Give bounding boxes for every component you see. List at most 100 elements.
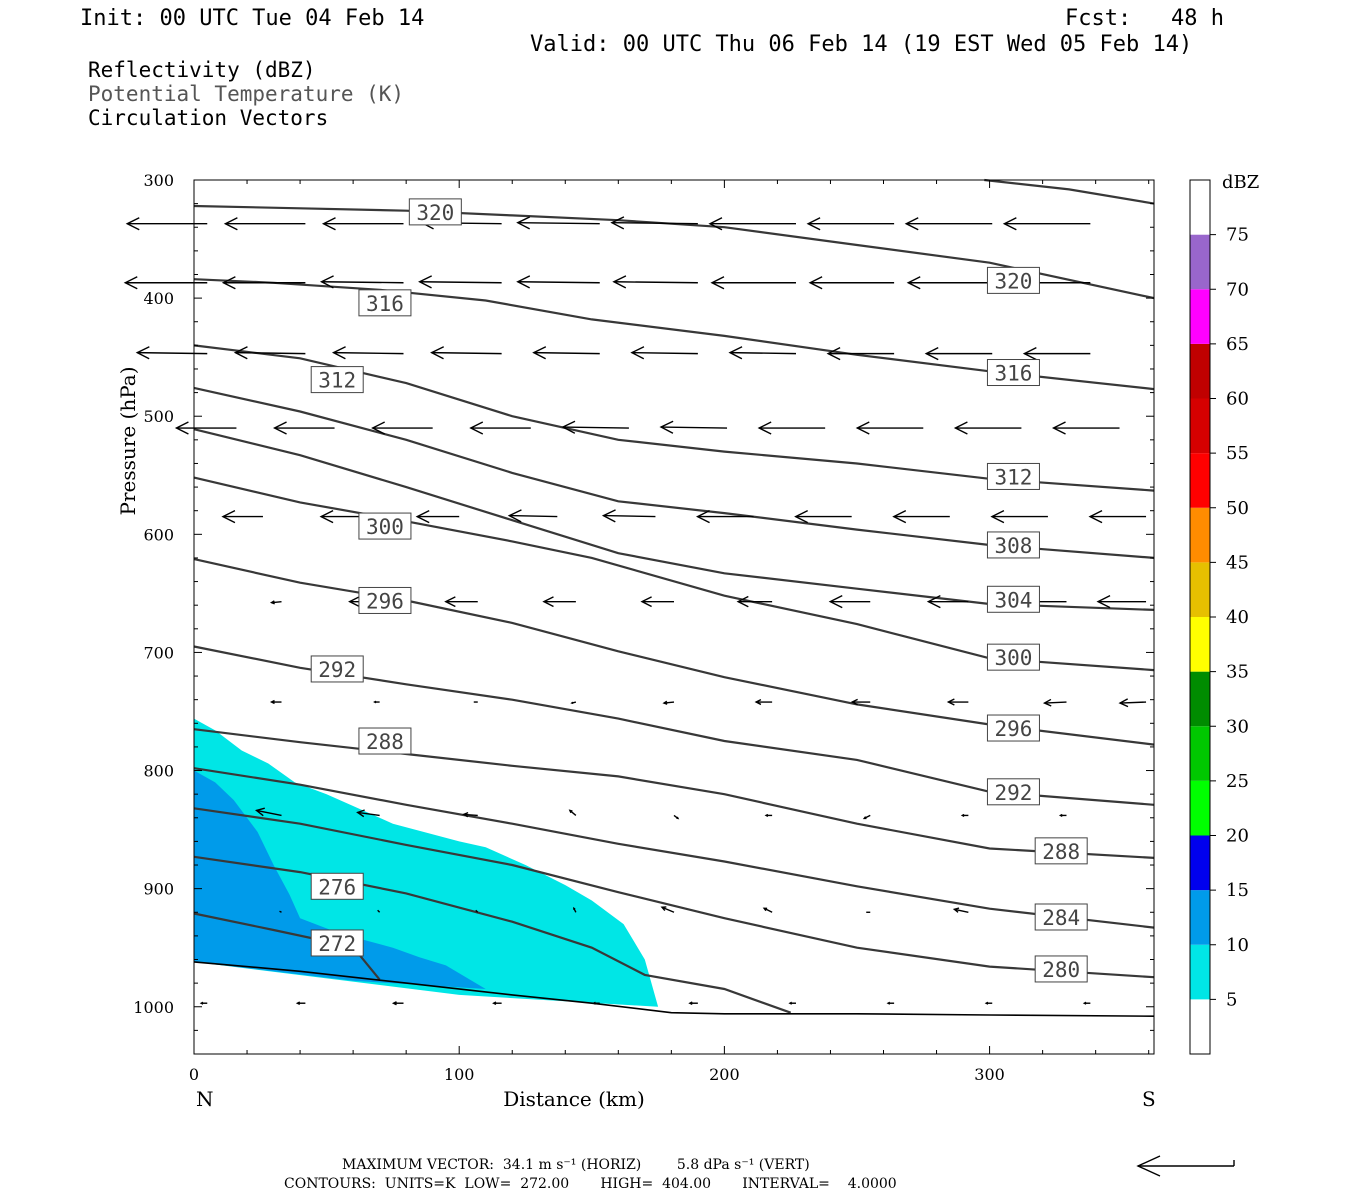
circulation-vector xyxy=(728,346,796,360)
colorbar-segment xyxy=(1190,835,1210,891)
circulation-vector xyxy=(757,421,826,435)
vector-head xyxy=(984,1001,989,1005)
vector-head xyxy=(828,595,843,609)
vector-head xyxy=(319,275,334,289)
circulation-vector xyxy=(475,909,479,913)
theta-contour-280 xyxy=(193,807,1155,979)
vector-head xyxy=(507,509,522,523)
vector-head xyxy=(924,346,939,361)
vector-head xyxy=(659,420,674,434)
circulation-vector xyxy=(788,1001,796,1005)
vector-head xyxy=(892,509,907,524)
vector-head xyxy=(221,276,236,290)
vector-head xyxy=(469,421,484,435)
circulation-vector xyxy=(710,276,796,290)
theta-contour-316 xyxy=(193,278,1155,391)
init-time: Init: 00 UTC Tue 04 Feb 14 xyxy=(80,6,425,31)
circulation-vector xyxy=(610,216,698,230)
vector-head xyxy=(373,700,377,704)
vector-shaft xyxy=(661,906,675,913)
vector-head xyxy=(573,906,576,910)
circulation-vector xyxy=(892,509,950,524)
circulation-vector xyxy=(862,814,871,820)
circulation-vectors xyxy=(123,216,1147,1006)
vector-head xyxy=(808,276,823,290)
vector-shaft xyxy=(562,426,629,429)
colorbar-segment xyxy=(1190,398,1210,454)
field-theta-label: Potential Temperature (K) xyxy=(88,82,405,106)
y-tick-label: 400 xyxy=(143,289,174,308)
circulation-vector xyxy=(321,217,404,231)
vector-shaft xyxy=(419,281,502,284)
circulation-vector xyxy=(377,909,381,913)
circulation-vector xyxy=(904,217,993,231)
vector-shaft xyxy=(663,701,675,704)
reference-vector xyxy=(1136,1155,1235,1177)
circulation-vector xyxy=(492,1001,502,1006)
circulation-vector xyxy=(561,420,629,434)
circulation-vector xyxy=(1002,217,1091,231)
colorbar-tick-label: 15 xyxy=(1226,880,1249,901)
vector-head xyxy=(1002,217,1017,231)
colorbar: 5 10 15 20 25 30 35 40 45 50 55 60 65 70 75 dBZ xyxy=(1189,172,1259,1055)
vector-head xyxy=(123,276,138,290)
vector-head xyxy=(630,346,645,360)
circulation-vector xyxy=(1022,346,1091,361)
contour-label: 308 xyxy=(994,534,1032,558)
vector-head xyxy=(570,701,574,705)
circulation-vector xyxy=(906,276,993,290)
reference-vector-head xyxy=(1136,1155,1161,1177)
circulation-vector xyxy=(754,699,773,706)
vector-shaft xyxy=(517,222,600,225)
vector-shaft xyxy=(509,514,558,518)
circulation-vector xyxy=(507,509,558,523)
contour-label-box xyxy=(986,643,1040,671)
vector-shaft xyxy=(463,813,478,817)
x-tick-label: 0 xyxy=(189,1065,199,1084)
theta-contour-288 xyxy=(193,728,1155,859)
x-tick-label: 200 xyxy=(709,1065,740,1084)
vector-head xyxy=(806,217,821,231)
field-vectors-label: Circulation Vectors xyxy=(88,106,329,130)
vector-head xyxy=(1118,698,1129,708)
circulation-vector xyxy=(695,509,754,524)
theta-contour-308 xyxy=(193,386,1155,559)
vector-head xyxy=(757,421,772,435)
vector-head xyxy=(1082,1001,1087,1005)
valid-time: Valid: 00 UTC Thu 06 Feb 14 (19 EST Wed … xyxy=(530,32,1193,57)
vector-shaft xyxy=(611,222,698,225)
circulation-vector xyxy=(1042,698,1067,707)
circulation-vector xyxy=(254,807,282,817)
contour-label: 292 xyxy=(994,781,1032,805)
circulation-vector xyxy=(708,217,796,231)
x-tick-label: 300 xyxy=(974,1065,1005,1084)
circulation-vector xyxy=(223,217,306,231)
vector-shaft xyxy=(377,909,381,913)
circulation-vector xyxy=(806,217,895,231)
colorbar-tick-label: 55 xyxy=(1226,443,1249,464)
vector-head xyxy=(660,906,667,912)
vector-head xyxy=(960,813,965,817)
circulation-vector xyxy=(279,910,282,913)
colorbar-tick-label: 20 xyxy=(1226,826,1249,847)
vector-shaft xyxy=(613,281,698,284)
vector-head xyxy=(862,816,867,820)
circulation-vector xyxy=(199,1001,208,1005)
circulation-vector xyxy=(592,1001,600,1005)
circulation-vector xyxy=(952,907,969,913)
vector-head xyxy=(233,346,248,360)
vector-head xyxy=(272,421,287,435)
contour-label: 272 xyxy=(318,932,356,956)
contour-label: 316 xyxy=(994,362,1032,386)
colorbar-segment xyxy=(1190,726,1210,781)
colorbar-tick-label: 75 xyxy=(1226,225,1249,246)
colorbar-segment xyxy=(1190,944,1210,1000)
vector-head xyxy=(221,509,236,524)
vector-shaft xyxy=(603,514,656,518)
contour-label: 288 xyxy=(366,730,404,754)
vector-shaft xyxy=(137,351,208,355)
vector-head xyxy=(762,907,768,912)
circulation-vector xyxy=(688,1001,698,1006)
vector-head xyxy=(568,809,573,814)
colorbar-segment xyxy=(1190,234,1210,290)
